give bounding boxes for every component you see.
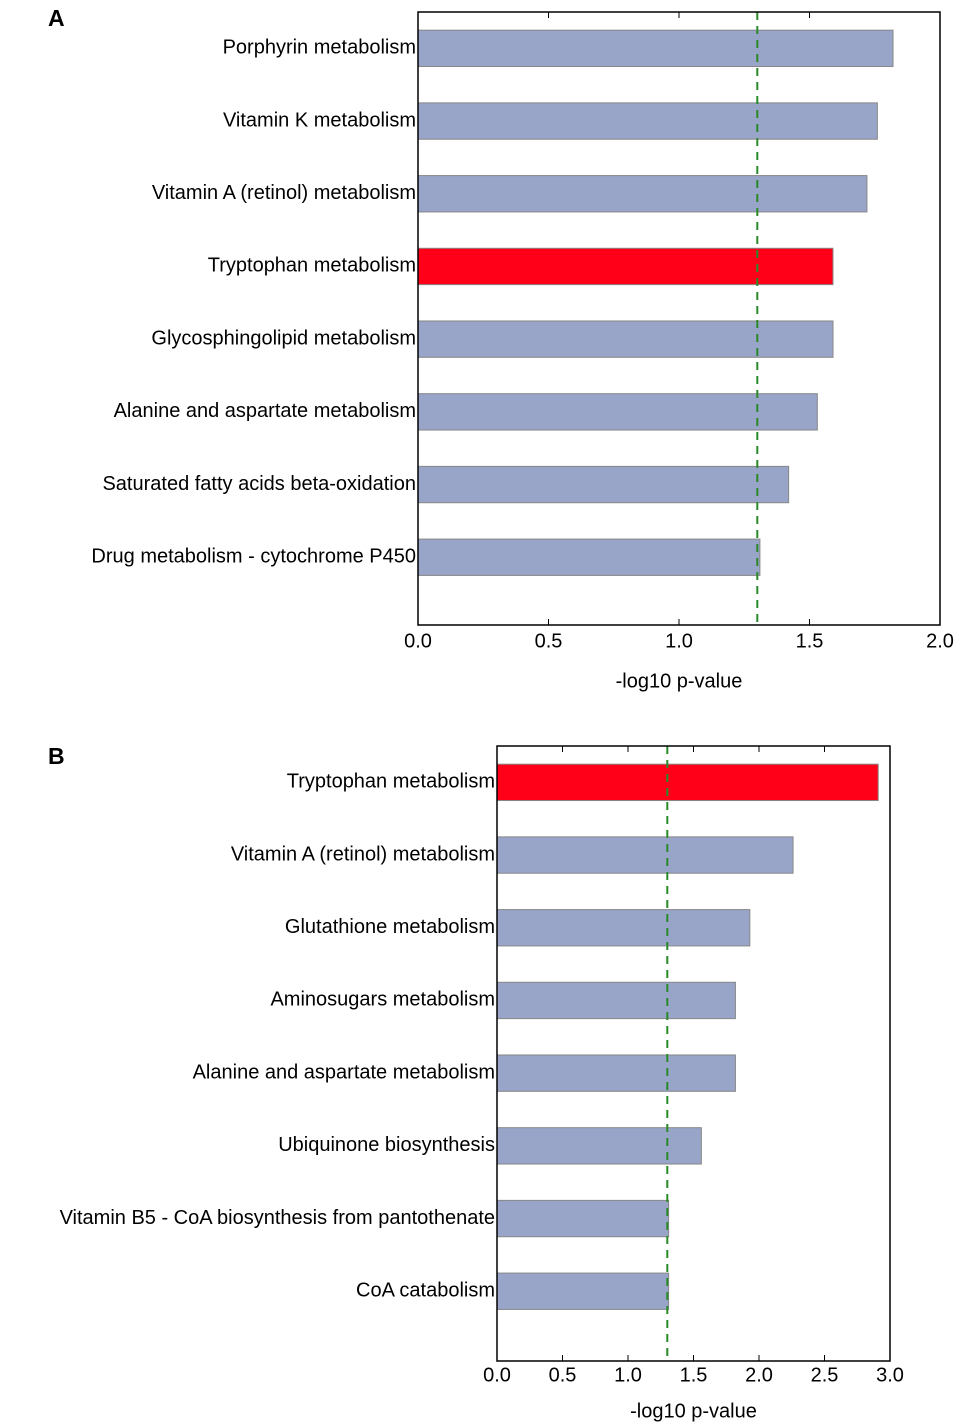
x-tick-label: 2.0	[926, 630, 954, 652]
x-tick-label: 2.0	[745, 1364, 773, 1386]
bar	[496, 909, 751, 947]
panel-label: A	[48, 5, 65, 31]
y-tick-label: Vitamin B5 - CoA biosynthesis from panto…	[60, 1207, 495, 1229]
x-tick-label: 1.0	[665, 630, 693, 652]
bar	[496, 1272, 670, 1310]
y-tick-label: Vitamin K metabolism	[223, 109, 416, 131]
y-tick-label: Porphyrin metabolism	[223, 37, 416, 59]
y-tick-label: Glutathione metabolism	[285, 916, 495, 938]
y-tick-label: Alanine and aspartate metabolism	[193, 1061, 495, 1083]
y-tick-label: Vitamin A (retinol) metabolism	[231, 843, 495, 865]
x-tick-label: 1.5	[796, 630, 824, 652]
bar	[417, 175, 868, 213]
x-tick-label: 1.0	[614, 1364, 642, 1386]
x-tick-label: 3.0	[876, 1364, 904, 1386]
bar	[496, 1127, 702, 1165]
y-tick-label: Alanine and aspartate metabolism	[114, 400, 416, 422]
y-tick-label: Aminosugars metabolism	[270, 989, 495, 1011]
panel-label: B	[48, 743, 65, 769]
x-tick-label: 0.5	[549, 1364, 577, 1386]
y-tick-label: Vitamin A (retinol) metabolism	[152, 182, 416, 204]
bar	[417, 465, 790, 504]
bar	[496, 1199, 670, 1238]
bar	[417, 102, 878, 140]
bar	[417, 538, 761, 576]
x-tick-label: 0.5	[535, 630, 563, 652]
y-tick-label: CoA catabolism	[356, 1280, 495, 1302]
x-tick-label: 0.0	[404, 630, 432, 652]
bar	[417, 247, 834, 286]
bar	[496, 836, 794, 874]
y-tick-label: Saturated fatty acids beta-oxidation	[102, 473, 416, 495]
x-axis-label: -log10 p-value	[630, 1400, 757, 1422]
x-tick-label: 0.0	[483, 1364, 511, 1386]
bar	[496, 763, 879, 802]
bar	[417, 320, 834, 358]
y-tick-label: Tryptophan metabolism	[208, 255, 416, 277]
y-tick-label: Drug metabolism - cytochrome P450	[91, 546, 416, 568]
x-axis-label: -log10 p-value	[616, 670, 743, 692]
bar	[496, 981, 736, 1020]
bar	[417, 393, 818, 431]
bar	[496, 1054, 736, 1092]
y-tick-label: Tryptophan metabolism	[287, 771, 495, 793]
y-tick-label: Ubiquinone biosynthesis	[278, 1134, 495, 1156]
bar	[417, 29, 894, 68]
y-tick-label: Glycosphingolipid metabolism	[151, 327, 416, 349]
x-tick-label: 2.5	[811, 1364, 839, 1386]
x-tick-label: 1.5	[680, 1364, 708, 1386]
